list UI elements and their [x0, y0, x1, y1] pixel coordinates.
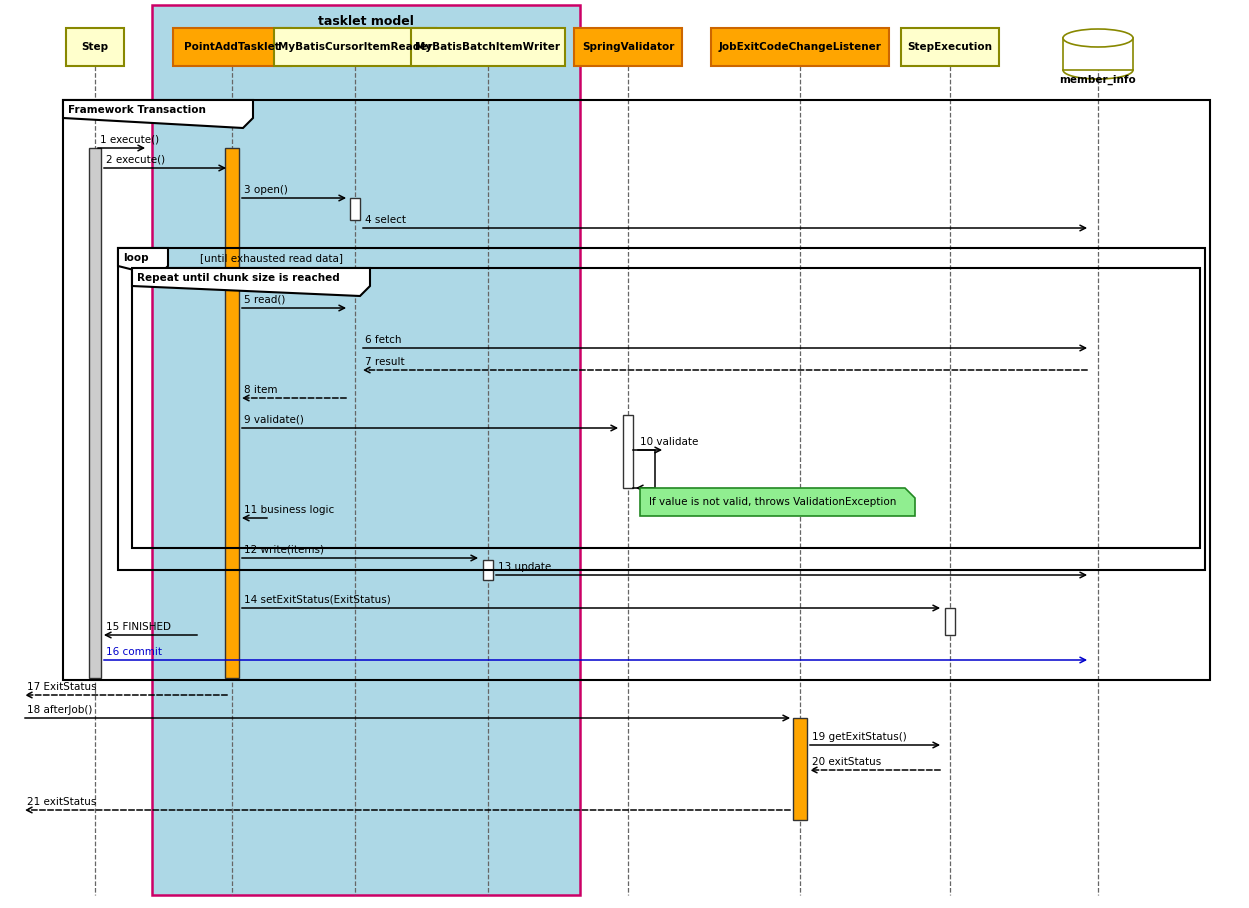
Text: 21 exitStatus: 21 exitStatus — [27, 797, 96, 807]
FancyBboxPatch shape — [152, 5, 580, 895]
Text: JobExitCodeChangeListener: JobExitCodeChangeListener — [718, 42, 882, 52]
FancyBboxPatch shape — [350, 198, 360, 220]
Text: 8 item: 8 item — [244, 385, 277, 395]
Text: 20 exitStatus: 20 exitStatus — [812, 757, 882, 767]
Text: tasklet model: tasklet model — [318, 15, 413, 28]
Text: MyBatisBatchItemWriter: MyBatisBatchItemWriter — [416, 42, 561, 52]
Polygon shape — [117, 248, 169, 276]
Text: 3 open(): 3 open() — [244, 185, 287, 195]
Text: 14 setExitStatus(ExitStatus): 14 setExitStatus(ExitStatus) — [244, 595, 391, 605]
FancyBboxPatch shape — [575, 28, 682, 66]
FancyBboxPatch shape — [483, 560, 493, 580]
Text: [until exhausted read data]: [until exhausted read data] — [200, 253, 343, 263]
Text: Repeat until chunk size is reached: Repeat until chunk size is reached — [137, 273, 340, 283]
Text: member_info: member_info — [1059, 75, 1137, 85]
Polygon shape — [132, 268, 370, 296]
Text: 15 FINISHED: 15 FINISHED — [106, 622, 171, 632]
FancyBboxPatch shape — [225, 148, 239, 678]
Text: 11 business logic: 11 business logic — [244, 505, 335, 515]
Text: 6 fetch: 6 fetch — [365, 335, 401, 345]
Text: 1 execute(): 1 execute() — [100, 135, 159, 145]
FancyBboxPatch shape — [623, 415, 633, 488]
FancyBboxPatch shape — [274, 28, 436, 66]
Text: If value is not valid, throws ValidationException: If value is not valid, throws Validation… — [648, 497, 897, 507]
FancyBboxPatch shape — [793, 718, 807, 820]
Text: Framework Transaction: Framework Transaction — [67, 105, 206, 115]
Text: 16 commit: 16 commit — [106, 647, 162, 657]
FancyBboxPatch shape — [66, 28, 124, 66]
Text: MyBatisCursorItemReader: MyBatisCursorItemReader — [277, 42, 432, 52]
Text: 12 write(items): 12 write(items) — [244, 545, 323, 555]
Text: 13 update: 13 update — [498, 562, 551, 572]
FancyBboxPatch shape — [711, 28, 889, 66]
FancyBboxPatch shape — [174, 28, 291, 66]
Text: SpringValidator: SpringValidator — [582, 42, 674, 52]
FancyBboxPatch shape — [1063, 38, 1133, 70]
Text: PointAddTasklet: PointAddTasklet — [184, 42, 280, 52]
FancyBboxPatch shape — [945, 608, 955, 635]
Text: Step: Step — [81, 42, 109, 52]
Text: 4 select: 4 select — [365, 215, 406, 225]
Text: 19 getExitStatus(): 19 getExitStatus() — [812, 732, 907, 742]
Text: 9 validate(): 9 validate() — [244, 415, 304, 425]
Text: 7 result: 7 result — [365, 357, 405, 367]
Text: 17 ExitStatus: 17 ExitStatus — [27, 682, 96, 692]
Polygon shape — [639, 488, 916, 516]
Text: StepExecution: StepExecution — [908, 42, 993, 52]
Ellipse shape — [1063, 29, 1133, 47]
FancyBboxPatch shape — [411, 28, 565, 66]
FancyBboxPatch shape — [901, 28, 999, 66]
Text: 18 afterJob(): 18 afterJob() — [27, 705, 92, 715]
Text: 10 validate: 10 validate — [639, 437, 698, 447]
FancyBboxPatch shape — [89, 148, 101, 678]
Polygon shape — [62, 100, 254, 128]
Text: loop: loop — [122, 253, 149, 263]
Text: 2 execute(): 2 execute() — [106, 155, 165, 165]
Text: 5 read(): 5 read() — [244, 295, 285, 305]
